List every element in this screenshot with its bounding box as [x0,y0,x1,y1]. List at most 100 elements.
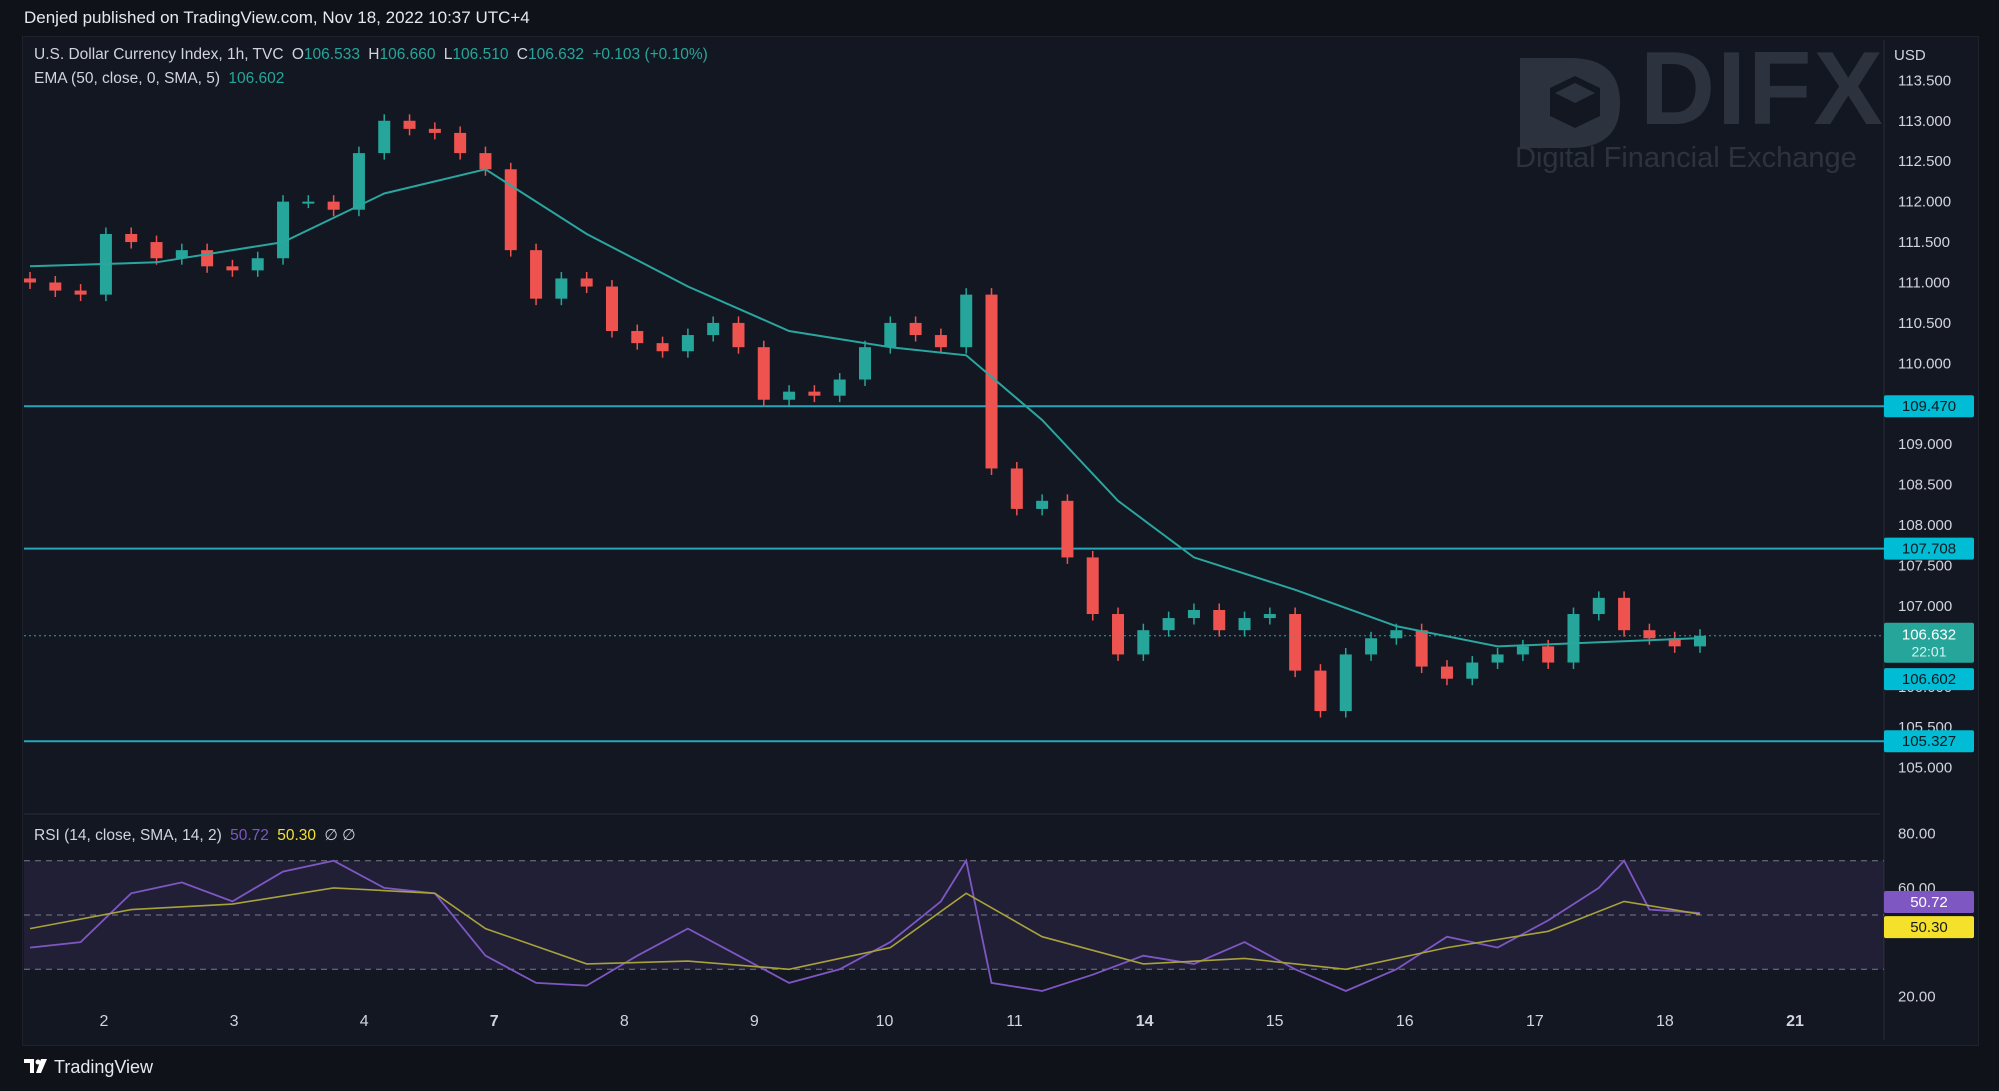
candle-body[interactable] [909,322,922,336]
candle-body[interactable] [1314,670,1327,712]
price-tick-label: 112.500 [1898,153,1951,170]
candle-body[interactable] [378,120,391,154]
currency-label: USD [1894,47,1926,64]
candle-body[interactable] [1137,630,1150,655]
candle-body[interactable] [555,278,568,299]
close-label: C [516,46,528,63]
level-price-label: 107.708 [1902,541,1956,558]
time-tick-label: 15 [1266,1013,1284,1030]
tradingview-brand[interactable]: TradingView [24,1057,153,1078]
time-tick-label: 3 [230,1013,239,1030]
candle-body[interactable] [884,322,897,348]
candle-body[interactable] [1010,468,1023,509]
candle-body[interactable] [1592,597,1605,615]
candle-body[interactable] [1542,646,1555,663]
candle-body[interactable] [1643,630,1656,639]
candle-body[interactable] [150,242,163,259]
time-tick-label: 2 [100,1013,109,1030]
price-tick-label: 108.000 [1898,517,1952,534]
candle-body[interactable] [656,343,669,352]
candle-body[interactable] [226,266,239,271]
candle-body[interactable] [1491,654,1504,663]
close-value: 106.632 [527,46,584,63]
candle-body[interactable] [352,153,365,210]
candle-body[interactable] [277,201,290,259]
rsi-extra: ∅ ∅ [324,827,356,844]
ema-price-label-bg [1884,668,1974,691]
ema-line [29,168,1701,648]
candle-body[interactable] [49,282,62,291]
time-tick-label: 14 [1136,1013,1154,1030]
time-tick-label: 17 [1526,1013,1544,1030]
candle-body[interactable] [403,120,416,129]
candle-body[interactable] [24,278,36,283]
candle-body[interactable] [732,322,745,348]
candle-body[interactable] [1668,638,1681,647]
candle-body[interactable] [934,335,947,348]
candle-body[interactable] [1289,614,1302,671]
candle-body[interactable] [808,391,821,396]
candle-body[interactable] [1415,630,1428,667]
candle-body[interactable] [833,379,846,396]
candle-body[interactable] [1213,609,1226,631]
price-tick-label: 112.000 [1898,194,1951,211]
candle-body[interactable] [1390,630,1403,639]
candle-body[interactable] [479,153,492,170]
candle-body[interactable] [1440,666,1453,679]
candle-body[interactable] [125,233,138,243]
level-price-label-bg [1884,395,1974,418]
candle-body[interactable] [1112,614,1125,655]
time-tick-label: 7 [490,1013,499,1030]
candle-body[interactable] [530,250,543,299]
candle-body[interactable] [504,169,517,251]
rsi-legend: RSI (14, close, SMA, 14, 2) 50.72 50.30 … [34,826,360,845]
candle-body[interactable] [1162,618,1175,631]
low-value: 106.510 [452,46,509,63]
candle-body[interactable] [1516,646,1529,655]
time-tick-label: 9 [750,1013,759,1030]
candle-body[interactable] [681,335,694,352]
candle-body[interactable] [580,278,593,287]
candle-body[interactable] [1238,618,1251,631]
difx-logo-icon [1520,58,1620,148]
candle-body[interactable] [1618,597,1631,631]
candle-body[interactable] [1187,609,1200,619]
candle-body[interactable] [783,391,796,400]
candle-body[interactable] [428,128,441,133]
candle-body[interactable] [1694,635,1706,647]
candle-body[interactable] [707,322,720,336]
rsi-line [29,858,1701,992]
candle-body[interactable] [605,286,618,332]
candle-body[interactable] [1466,662,1479,679]
candle-body[interactable] [1061,500,1074,558]
candle-body[interactable] [454,132,467,154]
price-tick-label: 113.500 [1898,72,1951,89]
rsi-value-label-bg [1884,891,1974,914]
candle-body[interactable] [175,250,188,259]
candle-body[interactable] [757,347,770,400]
last-price-label-bg [1884,622,1974,663]
candle-body[interactable] [302,201,315,204]
candle-body[interactable] [74,290,87,295]
candle-body[interactable] [1086,557,1099,615]
price-tick-label: 109.000 [1898,436,1952,453]
candle-body[interactable] [985,294,998,469]
ema-price-label: 106.602 [1902,671,1956,688]
candle-body[interactable] [859,347,871,380]
price-tick-label: 107.000 [1898,598,1952,615]
candle-body[interactable] [1365,638,1378,655]
high-label: H [368,46,380,63]
candle-body[interactable] [960,294,973,348]
candle-body[interactable] [1036,500,1049,509]
price-tick-label: 107.500 [1898,558,1952,575]
watermark-tagline: Digital Financial Exchange [1515,142,1857,174]
candle-body[interactable] [1339,654,1352,712]
candle-body[interactable] [251,258,264,271]
candle-body[interactable] [327,201,340,210]
candle-body[interactable] [1567,614,1580,663]
candle-body[interactable] [1263,614,1276,619]
candle-body[interactable] [631,331,644,344]
price-tick-label: 110.500 [1898,315,1951,332]
high-value: 106.660 [379,46,436,63]
